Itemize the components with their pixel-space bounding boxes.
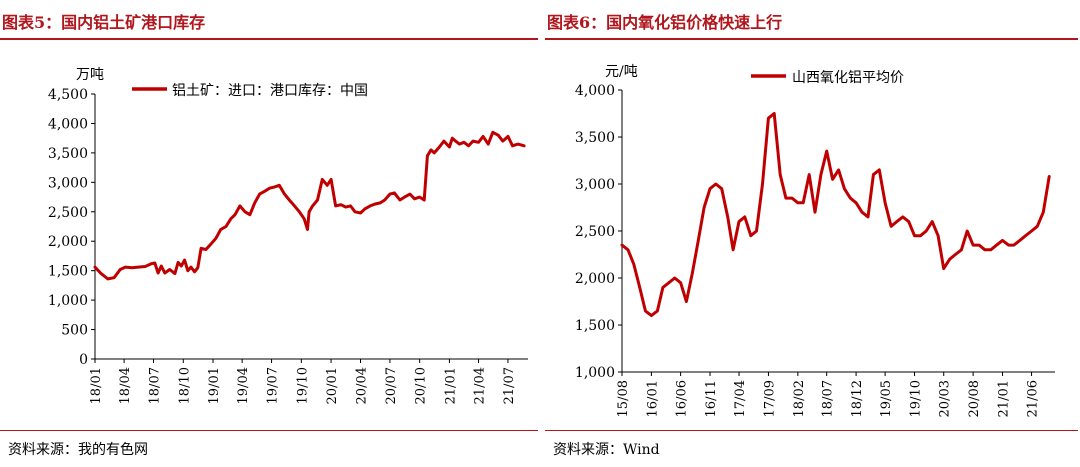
chart1-y-tick-label: 1,500 <box>575 318 615 334</box>
chart0-x-tick-label: 20/07 <box>384 367 399 404</box>
figure-6-chart: 1,000 1,500 2,000 2,500 3,000 3,500 4,000 15/08… <box>575 64 1055 417</box>
chart1-y-tick-label: 1,000 <box>575 365 615 381</box>
chart0-y-tick-label: 2,500 <box>48 205 88 221</box>
figure-6-panel: 图表6：国内氧化铝价格快速上行 1,000 1,500 2,000 2,500 3,00… <box>545 0 1080 467</box>
figure-6-bottom-rule <box>545 430 1078 431</box>
chart1-x-tick-label: 19/05 <box>879 380 894 417</box>
chart1-x-tick-label: 19/10 <box>909 380 924 417</box>
chart0-y-tick-label: 0 <box>79 352 88 368</box>
chart0-x-tick-label: 21/01 <box>443 367 458 404</box>
chart1-y-tick-label: 4,000 <box>575 83 615 99</box>
figure-5-bottom-rule <box>0 430 538 431</box>
chart0-x-tick-label: 19/04 <box>236 367 251 404</box>
chart0-y-tick-label: 3,500 <box>48 146 88 162</box>
chart0-x-tick-label: 18/04 <box>118 367 133 404</box>
chart0-x-tick-label: 21/04 <box>473 367 488 404</box>
figure-5-title-rule <box>0 38 538 40</box>
chart1-x-tick-label: 21/06 <box>1026 380 1041 417</box>
chart0-x-tick-label: 20/10 <box>414 367 429 404</box>
figure-6-source: 资料来源：Wind <box>553 442 660 458</box>
chart0-x-tick-label: 21/07 <box>502 367 517 404</box>
chart0-y-tick-label: 4,500 <box>48 87 88 103</box>
chart1-series-line <box>620 112 1051 318</box>
chart1-x-tick-label: 16/11 <box>704 380 719 417</box>
chart1-x-tick-label: 20/03 <box>938 380 953 417</box>
chart1-x-tick-label: 21/01 <box>997 380 1012 417</box>
figure-6-title-rule <box>545 38 1078 40</box>
chart0-y-tick-label: 1,500 <box>48 264 88 280</box>
figure-5-source: 资料来源：我的有色网 <box>8 442 148 458</box>
chart0-y-tick-label: 3,000 <box>48 175 88 191</box>
chart1-y-tick-label: 2,500 <box>575 224 615 240</box>
figure-6-title: 图表6：国内氧化铝价格快速上行 <box>547 13 783 32</box>
chart1-x-tick-label: 17/04 <box>733 380 748 417</box>
chart0-x-tick-label: 18/07 <box>148 367 163 404</box>
chart0-unit-label: 万吨 <box>76 67 104 83</box>
chart1-y-tick-label: 3,000 <box>575 177 615 193</box>
chart1-x-tick-label: 16/01 <box>645 380 660 417</box>
chart0-x-tick-label: 19/01 <box>207 367 222 404</box>
figure-5-chart: 0 500 1,000 1,500 2,000 2,500 3,000 3,500 4,000 4… <box>48 67 528 404</box>
chart1-legend-label: 山西氧化铝平均价 <box>792 70 904 86</box>
figure-5-title: 图表5：国内铝土矿港口库存 <box>2 13 206 32</box>
chart0-series-line <box>93 130 526 281</box>
chart1-x-tick-label: 20/08 <box>967 380 982 417</box>
chart0-y-tick-label: 500 <box>61 323 88 339</box>
chart1-y-tick-label: 3,500 <box>575 130 615 146</box>
chart1-x-tick-label: 18/12 <box>850 380 865 417</box>
chart0-y-tick-label: 4,000 <box>48 116 88 132</box>
chart1-unit-label: 元/吨 <box>605 64 638 80</box>
chart1-x-tick-label: 15/08 <box>616 380 631 417</box>
chart0-x-tick-label: 18/10 <box>177 367 192 404</box>
chart0-legend-label: 铝土矿：进口：港口库存：中国 <box>172 83 368 99</box>
chart0-x-tick-label: 18/01 <box>89 367 104 404</box>
chart0-x-tick-label: 19/07 <box>266 367 281 404</box>
chart0-y-tick-label: 2,000 <box>48 234 88 250</box>
chart1-x-tick-label: 18/07 <box>821 380 836 417</box>
chart0-x-tick-label: 20/04 <box>354 367 369 404</box>
chart1-x-tick-label: 16/06 <box>675 380 690 417</box>
chart1-x-tick-label: 17/09 <box>762 380 777 417</box>
figure-5-panel: 图表5：国内铝土矿港口库存 0 500 1,000 1,500 2,000 2,500 3,… <box>0 13 538 458</box>
chart0-y-tick-label: 1,000 <box>48 293 88 309</box>
chart1-x-tick-label: 18/02 <box>792 380 807 417</box>
chart0-x-tick-label: 19/10 <box>295 367 310 404</box>
chart0-x-tick-label: 20/01 <box>325 367 340 404</box>
chart1-y-tick-label: 2,000 <box>575 271 615 287</box>
